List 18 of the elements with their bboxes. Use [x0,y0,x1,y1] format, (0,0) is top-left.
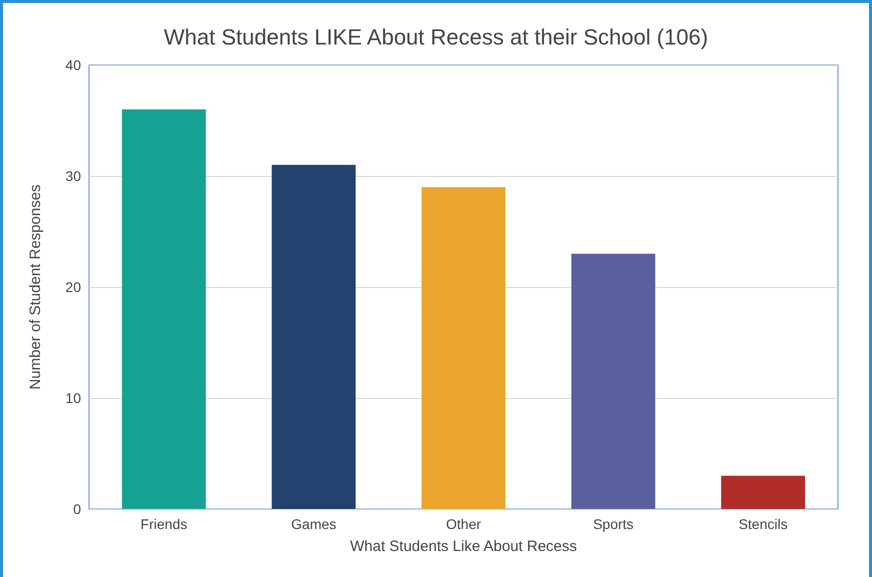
x-tick-label: Other [446,516,482,532]
bar [422,187,506,509]
chart-title: What Students LIKE About Recess at their School (106) [164,24,708,50]
bar [122,109,206,509]
bar [571,254,656,509]
y-tick-label: 30 [65,168,82,184]
y-tick-label: 20 [65,279,82,295]
x-tick-label: Sports [593,516,634,532]
x-tick-label: Stencils [738,516,788,532]
bar [721,476,806,509]
y-tick-label: 10 [65,390,82,406]
y-tick-label: 40 [65,57,82,73]
x-tick-label: Friends [140,516,188,532]
y-axis-title: Number of Student Responses [27,184,44,390]
x-tick-label: Games [291,516,336,532]
y-tick-label: 0 [73,501,82,517]
x-axis-title: What Students Like About Recess [350,538,577,555]
bar [272,164,356,509]
